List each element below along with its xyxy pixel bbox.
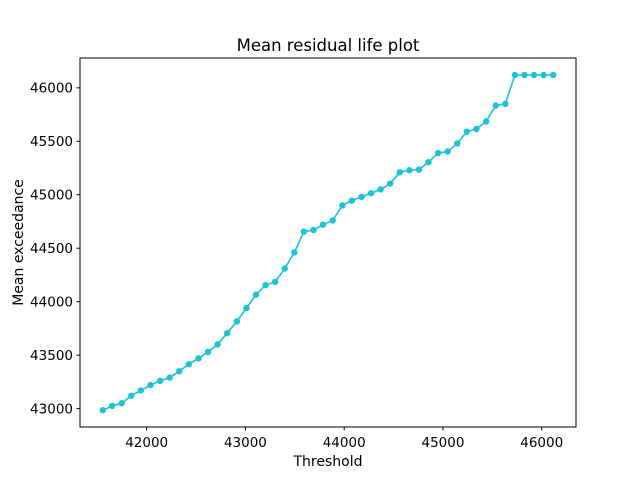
y-axis-label: Mean exceedance bbox=[11, 179, 27, 306]
plot-area: 42000 43000 44000 45000 46000 43000 43500 44000… bbox=[30, 57, 577, 451]
y-tick-label: 45000 bbox=[30, 188, 73, 204]
x-tick-label: 44000 bbox=[323, 435, 366, 451]
y-tick-label: 43000 bbox=[30, 401, 73, 417]
data-point bbox=[310, 226, 317, 234]
data-point bbox=[406, 166, 413, 174]
data-point bbox=[176, 367, 183, 375]
data-point bbox=[223, 330, 231, 337]
data-point bbox=[530, 71, 538, 79]
data-point bbox=[166, 374, 173, 381]
x-tick-label: 46000 bbox=[520, 435, 563, 451]
data-point bbox=[281, 265, 288, 272]
data-point bbox=[214, 341, 221, 348]
data-point bbox=[415, 166, 423, 173]
x-tick-label: 42000 bbox=[125, 435, 168, 451]
data-point bbox=[252, 291, 260, 298]
data-point bbox=[511, 71, 519, 79]
x-tick-label: 45000 bbox=[421, 435, 464, 451]
data-point bbox=[291, 249, 298, 256]
data-point bbox=[502, 100, 509, 108]
data-point bbox=[204, 348, 212, 356]
data-point bbox=[137, 387, 145, 394]
data-point bbox=[396, 169, 403, 176]
data-point bbox=[99, 407, 106, 414]
data-point bbox=[434, 149, 442, 157]
data-point bbox=[482, 118, 490, 125]
y-tick-label: 44000 bbox=[30, 294, 73, 310]
data-point bbox=[300, 228, 308, 235]
data-point bbox=[358, 193, 365, 201]
data-point bbox=[540, 71, 547, 79]
data-point bbox=[108, 402, 116, 410]
data-point bbox=[262, 281, 269, 289]
y-tick-label: 45500 bbox=[30, 134, 73, 150]
chart-title: Mean residual life plot bbox=[237, 36, 420, 55]
y-tick-label: 46000 bbox=[30, 81, 73, 97]
series-line bbox=[102, 74, 554, 411]
x-tick-label: 43000 bbox=[224, 435, 267, 451]
data-point bbox=[156, 377, 164, 385]
data-point bbox=[387, 180, 394, 187]
data-point bbox=[377, 186, 384, 193]
data-point bbox=[492, 102, 499, 109]
data-point bbox=[195, 355, 202, 362]
data-point bbox=[549, 71, 557, 79]
data-point bbox=[444, 148, 451, 155]
y-tick-label: 44500 bbox=[30, 241, 73, 257]
data-point bbox=[118, 400, 125, 407]
data-point bbox=[329, 217, 336, 224]
data-point bbox=[339, 202, 346, 209]
data-point bbox=[271, 278, 279, 286]
data-point bbox=[147, 381, 154, 389]
y-tick-label: 43500 bbox=[30, 348, 73, 364]
data-point bbox=[473, 125, 480, 133]
data-point bbox=[521, 71, 528, 79]
data-point bbox=[367, 189, 375, 197]
data-point bbox=[243, 304, 250, 312]
data-point bbox=[425, 158, 432, 166]
data-point bbox=[454, 140, 461, 147]
data-point bbox=[185, 361, 193, 368]
data-point bbox=[128, 392, 135, 399]
data-point bbox=[348, 197, 356, 204]
x-axis-label: Threshold bbox=[293, 454, 363, 470]
axes-frame bbox=[79, 57, 577, 428]
data-point bbox=[233, 318, 241, 325]
data-point bbox=[463, 128, 471, 135]
data-point bbox=[319, 221, 327, 228]
